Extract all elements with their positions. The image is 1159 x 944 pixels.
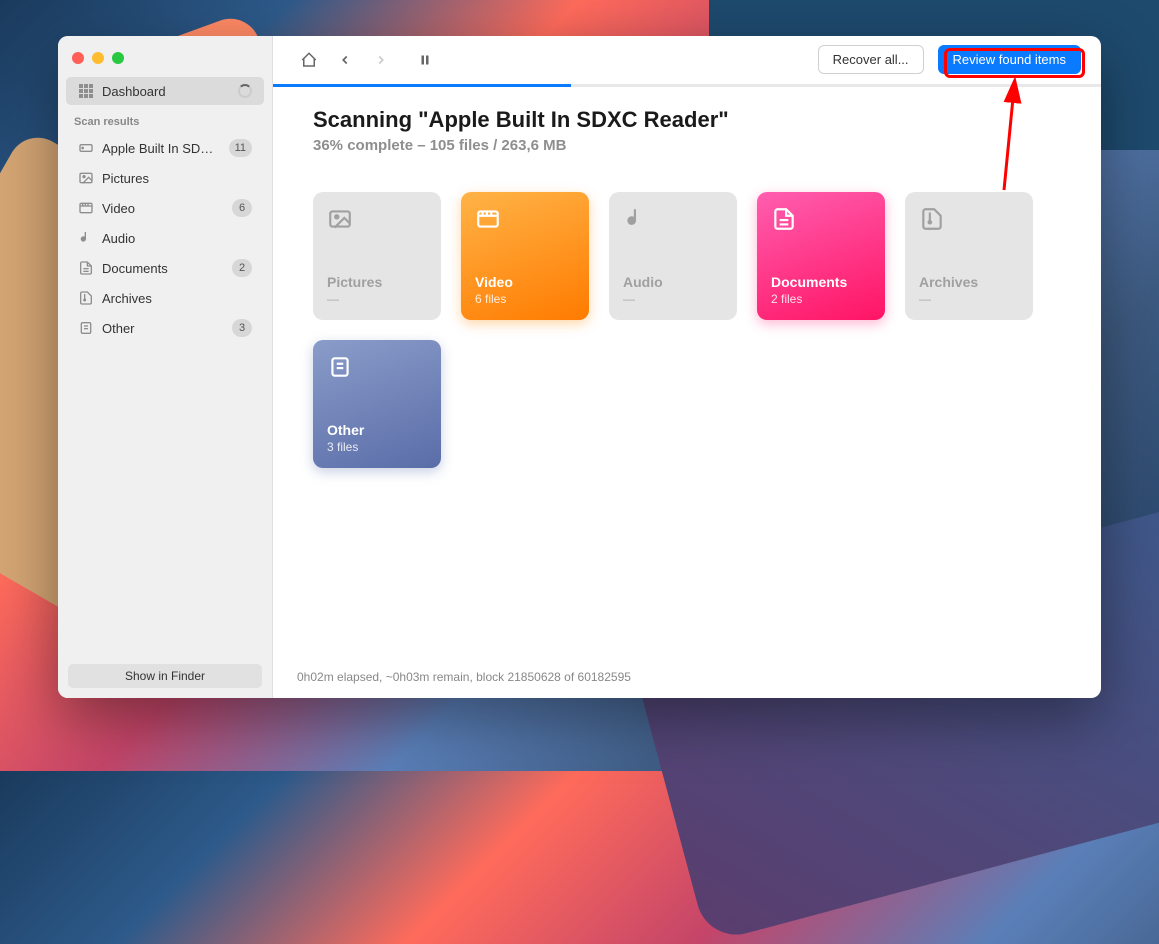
count-badge: 3 (232, 319, 252, 337)
toolbar: Recover all... Review found items (273, 36, 1101, 84)
disk-icon (78, 140, 94, 156)
minimize-button[interactable] (92, 52, 104, 64)
audio-icon (623, 206, 723, 239)
scan-results-header: Scan results (58, 106, 272, 132)
documents-icon (771, 206, 871, 239)
category-cards: Pictures — Video 6 files Audio — Documen… (313, 192, 1061, 468)
back-button[interactable] (329, 44, 361, 76)
pause-button[interactable] (409, 44, 441, 76)
app-window: Dashboard Scan results Apple Built In SD… (58, 36, 1101, 698)
card-title: Other (327, 422, 427, 438)
card-subtitle: 2 files (771, 292, 871, 306)
count-badge: 11 (229, 139, 252, 157)
card-subtitle: — (919, 292, 1019, 306)
card-audio[interactable]: Audio — (609, 192, 737, 320)
card-title: Pictures (327, 274, 427, 290)
sidebar-item-label: Other (102, 321, 224, 336)
sidebar-item-label: Pictures (102, 171, 252, 186)
archives-icon (919, 206, 1019, 239)
grid-icon (78, 83, 94, 99)
card-subtitle: 3 files (327, 440, 427, 454)
card-documents[interactable]: Documents 2 files (757, 192, 885, 320)
sidebar-item-pictures[interactable]: Pictures (66, 164, 264, 192)
main-panel: Recover all... Review found items Scanni… (273, 36, 1101, 698)
sidebar-item-audio[interactable]: Audio (66, 224, 264, 252)
recover-all-button[interactable]: Recover all... (818, 45, 924, 74)
sidebar-item-video[interactable]: Video 6 (66, 193, 264, 223)
show-in-finder-button[interactable]: Show in Finder (68, 664, 262, 688)
documents-icon (78, 260, 94, 276)
card-other[interactable]: Other 3 files (313, 340, 441, 468)
card-title: Archives (919, 274, 1019, 290)
forward-button[interactable] (365, 44, 397, 76)
video-icon (78, 200, 94, 216)
home-button[interactable] (293, 44, 325, 76)
other-icon (327, 354, 427, 387)
audio-icon (78, 230, 94, 246)
sidebar-item-label: Archives (102, 291, 252, 306)
other-icon (78, 320, 94, 336)
card-subtitle: 6 files (475, 292, 575, 306)
sidebar: Dashboard Scan results Apple Built In SD… (58, 36, 273, 698)
sidebar-item-dashboard[interactable]: Dashboard (66, 77, 264, 105)
close-button[interactable] (72, 52, 84, 64)
card-video[interactable]: Video 6 files (461, 192, 589, 320)
card-pictures[interactable]: Pictures — (313, 192, 441, 320)
sidebar-item-documents[interactable]: Documents 2 (66, 253, 264, 283)
card-title: Video (475, 274, 575, 290)
footer-status: 0h02m elapsed, ~0h03m remain, block 2185… (273, 656, 1101, 698)
sidebar-item-other[interactable]: Other 3 (66, 313, 264, 343)
video-icon (475, 206, 575, 239)
window-controls (58, 36, 272, 76)
card-subtitle: — (623, 292, 723, 306)
count-badge: 6 (232, 199, 252, 217)
card-title: Documents (771, 274, 871, 290)
page-title: Scanning "Apple Built In SDXC Reader" (313, 107, 1061, 133)
pictures-icon (78, 170, 94, 186)
card-archives[interactable]: Archives — (905, 192, 1033, 320)
card-title: Audio (623, 274, 723, 290)
pictures-icon (327, 206, 427, 239)
page-subtitle: 36% complete – 105 files / 263,6 MB (313, 137, 1061, 154)
sidebar-item-label: Documents (102, 261, 224, 276)
sidebar-item-disk[interactable]: Apple Built In SDXC... 11 (66, 133, 264, 163)
sidebar-item-label: Audio (102, 231, 252, 246)
card-subtitle: — (327, 292, 427, 306)
maximize-button[interactable] (112, 52, 124, 64)
count-badge: 2 (232, 259, 252, 277)
sidebar-item-label: Video (102, 201, 224, 216)
review-found-items-button[interactable]: Review found items (938, 45, 1081, 74)
sidebar-item-archives[interactable]: Archives (66, 284, 264, 312)
spinner-icon (238, 84, 252, 98)
sidebar-item-label: Apple Built In SDXC... (102, 141, 221, 156)
archives-icon (78, 290, 94, 306)
dashboard-label: Dashboard (102, 84, 230, 99)
